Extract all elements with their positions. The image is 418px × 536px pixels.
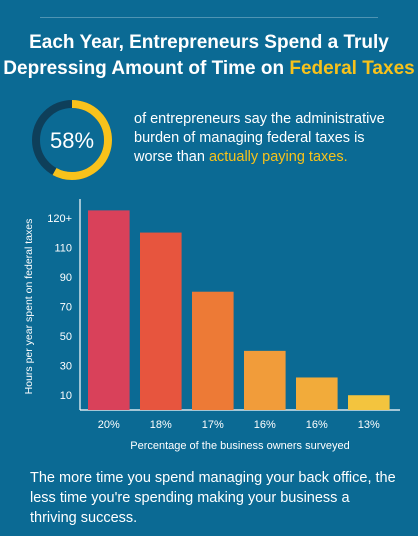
bar <box>296 377 338 410</box>
y-tick-label: 50 <box>60 331 72 343</box>
x-tick-label: 16% <box>254 419 276 431</box>
bar <box>348 395 390 410</box>
stat-description-text: of entrepreneurs say the administrative … <box>134 111 385 165</box>
y-tick-label: 90 <box>60 272 72 284</box>
x-axis-title: Percentage of the business owners survey… <box>130 440 350 452</box>
x-tick-label: 18% <box>150 419 172 431</box>
stat-percent-label: 58% <box>50 128 94 153</box>
x-tick-label: 13% <box>358 419 380 431</box>
y-tick-label: 30 <box>60 361 72 373</box>
ring-progress <box>32 100 112 180</box>
headline-line-2: Depressing Amount of Time on Federal Tax… <box>0 56 418 82</box>
x-tick-label: 16% <box>306 419 328 431</box>
headline-line-1: Each Year, Entrepreneurs Spend a Truly <box>29 32 389 53</box>
bar <box>88 210 130 410</box>
y-tick-label: 120+ <box>47 213 72 225</box>
bar <box>244 350 286 410</box>
stat-highlight: actually paying taxes. <box>208 149 348 165</box>
y-tick-label: 70 <box>60 302 72 314</box>
headline: Each Year, Entrepreneurs Spend a Truly D… <box>0 30 418 82</box>
bar <box>140 232 182 410</box>
stat-description: of entrepreneurs say the administrative … <box>134 110 404 167</box>
top-divider <box>40 17 378 18</box>
bar <box>192 291 234 410</box>
y-tick-label: 110 <box>54 242 72 254</box>
x-tick-label: 20% <box>98 419 120 431</box>
footer-text: The more time you spend managing your ba… <box>30 470 396 526</box>
headline-highlight: Federal Taxes <box>289 58 415 79</box>
stat-percent-ring: 58% <box>32 100 112 180</box>
headline-line-2-text: Depressing Amount of Time on <box>3 58 290 79</box>
y-tick-label: 10 <box>60 390 72 402</box>
hours-bar-chart: 10 30 50 70 90 110 120+ 20% 18% 17% 16% 16% 13% Perce… <box>23 199 400 452</box>
y-axis-title: Hours per year spent on federal taxes <box>23 219 35 395</box>
x-tick-label: 17% <box>202 419 224 431</box>
